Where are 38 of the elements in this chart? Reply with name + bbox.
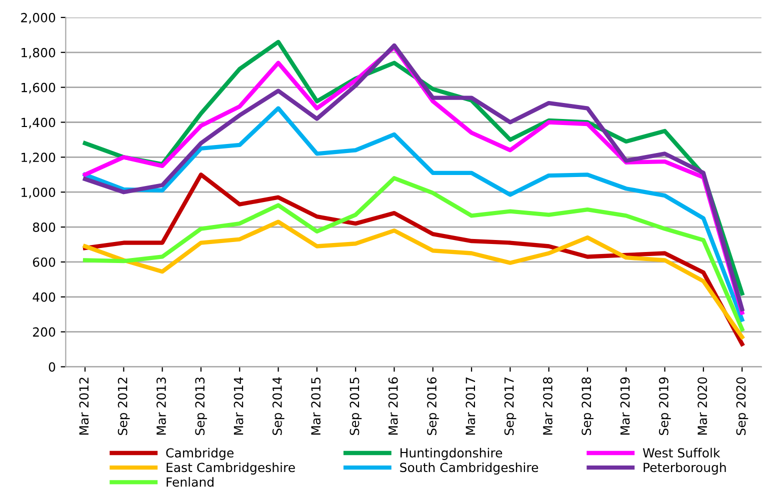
legend-label: East Cambridgeshire	[166, 462, 295, 475]
x-tick-label: Mar 2014	[234, 377, 244, 435]
x-tick-label: Mar 2017	[466, 378, 476, 435]
legend-label: Huntingdonshire	[400, 448, 502, 460]
x-tick-label: Mar 2018	[543, 377, 552, 435]
x-tick-label: Mar 2013	[156, 377, 166, 435]
legend-label: South Cambridgeshire	[400, 462, 538, 475]
y-tick-label: 200	[33, 327, 56, 337]
y-tick-label: 1,000	[22, 188, 56, 198]
x-tick-label: Sep 2019	[658, 377, 671, 436]
y-tick-label: 800	[32, 222, 56, 232]
legend-label: West Suffolk	[642, 448, 720, 458]
x-tick-label: Mar 2012	[79, 378, 89, 435]
x-tick-label: Sep 2014	[272, 377, 284, 436]
x-tick-label: Sep 2012	[118, 378, 130, 436]
y-tick-label: 0	[48, 362, 56, 372]
line-series	[82, 106, 744, 322]
x-tick-label: Sep 2015	[350, 378, 362, 436]
y-tick-label: 600	[32, 257, 56, 267]
y-tick-label: 1,400	[22, 118, 56, 128]
x-tick-label: Mar 2015	[311, 378, 321, 435]
legend-label: Cambridge	[166, 448, 234, 460]
x-tick-label: Mar 2019	[620, 377, 630, 435]
x-tick-label: Sep 2020	[736, 377, 748, 436]
legend-label: Fenland	[166, 477, 214, 487]
x-tick-label: Mar 2016	[388, 377, 398, 435]
legend-label: Peterborough	[644, 462, 726, 475]
y-tick-label: 1,600	[22, 82, 56, 94]
x-tick-label: Mar 2020	[698, 377, 708, 435]
line-series	[82, 220, 744, 340]
x-tick-label: Sep 2013	[195, 377, 208, 436]
y-tick-label: 400	[32, 292, 56, 302]
x-tick-label: Sep 2018	[582, 377, 594, 436]
x-tick-label: Sep 2017	[504, 378, 516, 436]
y-tick-label: 2,000	[21, 12, 56, 24]
x-tick-label: Sep 2016	[427, 377, 439, 436]
y-tick-label: 1,200	[22, 152, 56, 164]
y-tick-label: 1,800	[22, 48, 56, 59]
